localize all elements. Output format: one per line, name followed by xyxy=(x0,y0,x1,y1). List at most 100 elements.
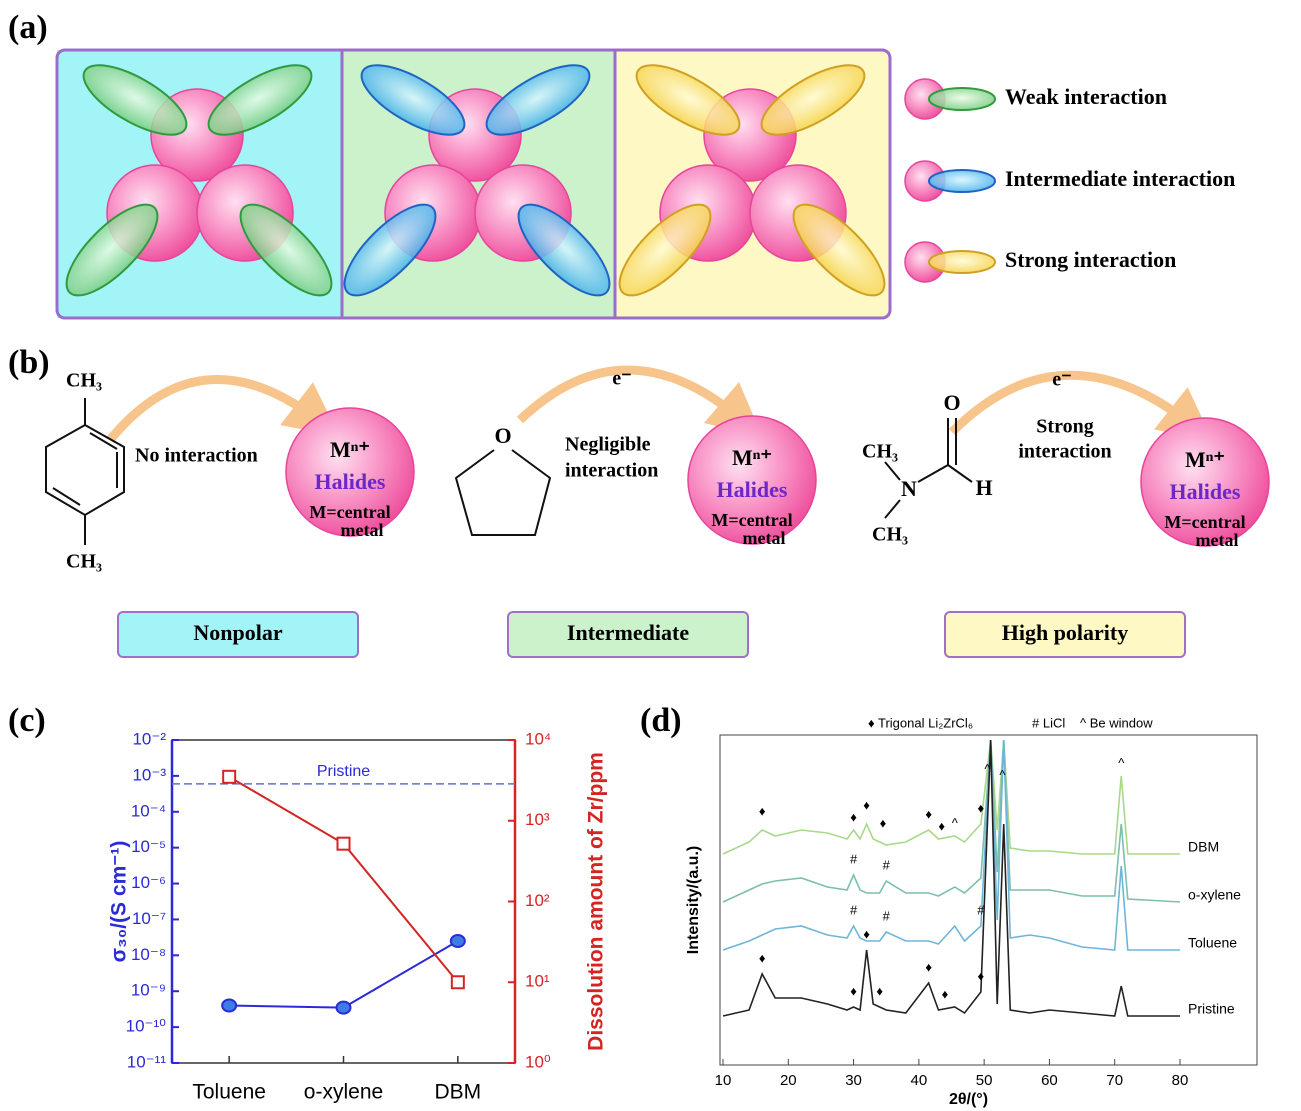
x-tick-label: 20 xyxy=(780,1072,797,1089)
atom-label: CH₃ xyxy=(66,551,102,573)
metal-note: metal xyxy=(341,520,384,540)
y-tick-label: 10⁻¹¹ xyxy=(127,1052,167,1071)
series-label: Pristine xyxy=(1188,1001,1235,1017)
marker xyxy=(222,1000,236,1012)
metal-name: Halides xyxy=(717,477,788,502)
marker xyxy=(223,771,235,783)
y-tick-label: 10⁻⁷ xyxy=(132,909,166,928)
interaction-label: Strong xyxy=(1036,416,1093,438)
metal-ion: Mⁿ⁺ xyxy=(1185,447,1225,472)
interaction-label: interaction xyxy=(1018,441,1111,463)
peak-marker: ^ xyxy=(984,761,991,776)
peak-marker: ♦ xyxy=(938,818,945,833)
peak-marker: ♦ xyxy=(925,806,932,821)
y2-tick-label: 10⁴ xyxy=(525,729,551,748)
peak-marker: ♦ xyxy=(759,803,766,818)
ligand xyxy=(929,88,995,110)
dmf-bonds xyxy=(885,418,972,518)
arrow xyxy=(110,380,318,441)
marker xyxy=(452,976,464,988)
metal-note: metal xyxy=(1196,530,1239,550)
y-tick-label: 10⁻⁸ xyxy=(131,945,166,964)
x-tick-label: 10 xyxy=(715,1072,732,1089)
ligand xyxy=(929,251,995,273)
series-label: Toluene xyxy=(1188,935,1237,951)
reference-label: Pristine xyxy=(317,763,370,780)
legend-item: ^ Be window xyxy=(1080,715,1153,730)
x-tick-label: 50 xyxy=(976,1072,993,1089)
series-line xyxy=(229,941,458,1008)
peak-marker: ♦ xyxy=(876,983,883,998)
peak-marker: ^ xyxy=(999,767,1006,782)
electron-label: e⁻ xyxy=(612,368,631,390)
y-axis-label: σ₃₀/(S cm⁻¹) xyxy=(108,841,131,963)
x-tick-label: 30 xyxy=(845,1072,862,1089)
x-axis-label: 2θ/(°) xyxy=(949,1091,988,1108)
y-axis-label: Intensity/(a.u.) xyxy=(685,846,702,954)
polarity-label: Intermediate xyxy=(567,620,689,645)
legend-label: Strong interaction xyxy=(1005,247,1176,272)
interaction-label: No interaction xyxy=(135,445,258,467)
metal-ion: Mⁿ⁺ xyxy=(330,437,370,462)
marker xyxy=(337,1002,351,1014)
panel-label: (a) xyxy=(8,9,48,46)
peak-marker: ♦ xyxy=(978,800,985,815)
marker xyxy=(338,838,350,850)
series-label: o-xylene xyxy=(1188,887,1241,903)
y-tick-label: 10⁻³ xyxy=(132,765,166,784)
atom-label: CH₃ xyxy=(862,441,898,463)
plot-area xyxy=(723,740,1180,1016)
ligand xyxy=(929,170,995,192)
polarity-label: Nonpolar xyxy=(193,620,282,645)
electron-label: e⁻ xyxy=(1052,369,1071,391)
atom-label: O xyxy=(494,423,511,448)
y-tick-label: 10⁻⁴ xyxy=(131,801,166,820)
atom-label: N xyxy=(901,476,917,501)
y2-tick-label: 10³ xyxy=(525,810,550,829)
marker xyxy=(451,935,465,947)
metal-note: metal xyxy=(743,528,786,548)
thf-ring xyxy=(456,450,550,535)
x-tick-label: o-xylene xyxy=(304,1081,383,1104)
y2-tick-label: 10² xyxy=(525,891,550,910)
x-tick-label: 40 xyxy=(911,1072,928,1089)
y2-tick-label: 10⁰ xyxy=(525,1052,551,1071)
xrd-pattern xyxy=(723,740,1180,854)
metal-ion: Mⁿ⁺ xyxy=(732,445,772,470)
x-tick-label: DBM xyxy=(434,1081,481,1104)
peak-marker: ^ xyxy=(1118,755,1125,770)
figure: (a) (b) (c) (d) Weak interaction Interme… xyxy=(0,0,1301,1111)
peak-marker: # xyxy=(850,902,858,917)
atom-label: CH₃ xyxy=(66,370,102,392)
panel-label: (b) xyxy=(8,344,50,381)
metal-note: M=central xyxy=(711,510,792,530)
series-label: DBM xyxy=(1188,839,1219,855)
legend-label: Intermediate interaction xyxy=(1005,166,1235,191)
peak-marker: ♦ xyxy=(850,983,857,998)
x-tick-label: 60 xyxy=(1041,1072,1058,1089)
peak-marker: ♦ xyxy=(759,950,766,965)
peak-marker: # xyxy=(977,902,985,917)
y2-axis-label: Dissolution amount of Zr/ppm xyxy=(585,752,608,1051)
peak-marker: ♦ xyxy=(863,797,870,812)
peak-marker: ♦ xyxy=(850,809,857,824)
peak-marker: ♦ xyxy=(880,815,887,830)
legend-label: Weak interaction xyxy=(1005,84,1167,109)
peak-marker: ♦ xyxy=(925,959,932,974)
y-tick-label: 10⁻⁶ xyxy=(131,873,166,892)
peak-marker: # xyxy=(883,908,891,923)
atom-label: CH₃ xyxy=(872,524,908,546)
peak-marker: ^ xyxy=(952,815,959,830)
metal-note: M=central xyxy=(309,502,390,522)
x-tick-label: Toluene xyxy=(192,1081,266,1104)
peak-marker: ♦ xyxy=(942,986,949,1001)
legend-item: # LiCl xyxy=(1032,715,1065,730)
y-tick-label: 10⁻² xyxy=(132,729,166,748)
peak-marker: ♦ xyxy=(978,968,985,983)
x-tick-label: 80 xyxy=(1172,1072,1189,1089)
xrd-pattern xyxy=(723,740,1180,950)
metal-note: M=central xyxy=(1164,512,1245,532)
y-tick-label: 10⁻⁹ xyxy=(131,981,166,1000)
panel-label: (d) xyxy=(640,702,682,739)
peak-marker: # xyxy=(883,857,891,872)
